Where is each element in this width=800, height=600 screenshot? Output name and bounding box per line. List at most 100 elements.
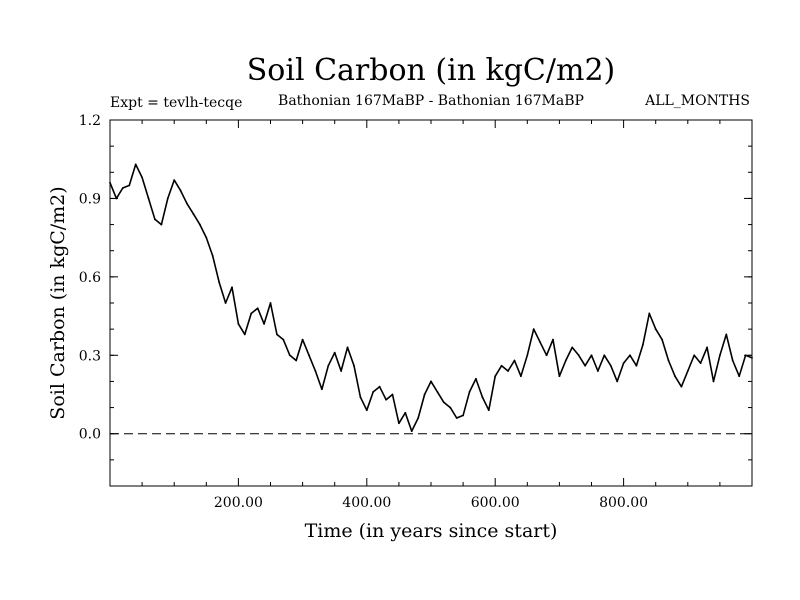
data-point	[545, 354, 548, 357]
data-point	[693, 354, 696, 357]
data-point	[481, 396, 484, 399]
data-point	[147, 197, 150, 200]
data-point	[725, 333, 728, 336]
x-tick-label: 200.00	[214, 495, 263, 511]
data-point	[738, 375, 741, 378]
period-label: Bathonian 167MaBP - Bathonian 167MaBP	[278, 93, 584, 109]
y-tick-label: 0.0	[79, 427, 101, 443]
minor-ticks	[110, 119, 752, 487]
data-point	[224, 302, 227, 304]
data-point	[423, 393, 426, 396]
y-axis-ticks: 0.0 0.3 0.6 0.9 1.2	[79, 113, 752, 443]
data-point	[333, 351, 336, 354]
data-point	[648, 312, 651, 315]
data-point	[686, 370, 689, 372]
data-point	[243, 333, 246, 336]
data-point	[436, 390, 439, 393]
data-point	[320, 388, 323, 391]
data-point	[269, 302, 272, 304]
data-point	[115, 197, 118, 200]
data-point	[539, 341, 542, 344]
data-point	[719, 354, 721, 357]
plot-frame	[109, 119, 753, 487]
data-point	[519, 375, 522, 378]
data-point	[641, 343, 644, 346]
data-point	[179, 189, 182, 192]
data-point	[564, 359, 567, 362]
data-point	[449, 406, 452, 409]
data-point	[629, 354, 631, 357]
data-point	[250, 312, 253, 315]
data-point	[577, 354, 580, 357]
data-point	[622, 362, 625, 365]
season-label: ALL_MONTHS	[644, 93, 750, 109]
data-point	[231, 286, 233, 289]
data-point	[160, 223, 163, 226]
data-point	[186, 202, 188, 205]
data-point	[667, 359, 670, 362]
data-point	[109, 181, 111, 184]
data-point	[282, 338, 285, 341]
data-point	[327, 364, 330, 367]
data-point	[674, 375, 676, 378]
data-point	[237, 323, 240, 325]
data-point	[552, 338, 554, 341]
y-axis-title: Soil Carbon (in kgC/m2)	[47, 186, 69, 419]
data-point	[134, 163, 137, 166]
data-point	[487, 409, 490, 412]
data-point	[558, 375, 561, 378]
soil-carbon-line	[109, 163, 753, 432]
data-point	[603, 354, 606, 357]
data-point	[616, 380, 619, 383]
data-point	[462, 414, 464, 417]
data-point	[218, 281, 221, 283]
data-point	[295, 359, 298, 362]
experiment-label: Expt = tevlh-tecqe	[110, 95, 242, 111]
data-point	[340, 370, 343, 372]
data-point	[301, 338, 304, 341]
data-point	[751, 357, 753, 359]
data-point	[154, 218, 156, 221]
data-point	[507, 370, 509, 372]
data-point	[706, 346, 708, 349]
data-point	[198, 223, 201, 226]
data-point	[513, 359, 516, 362]
data-point	[680, 385, 683, 388]
data-point	[410, 430, 413, 432]
x-axis-ticks: 200.00 400.00 600.00 800.00	[214, 120, 648, 511]
y-tick-label: 0.9	[79, 191, 101, 207]
data-point	[699, 362, 702, 365]
data-point	[571, 346, 574, 349]
data-point	[192, 213, 195, 216]
data-point	[205, 236, 208, 239]
data-point	[121, 187, 124, 189]
data-point	[308, 354, 310, 357]
data-point	[661, 338, 664, 341]
chart-title: Soil Carbon (in kgC/m2)	[247, 53, 615, 88]
y-tick-label: 1.2	[79, 113, 101, 129]
data-point	[391, 393, 394, 396]
data-point	[468, 390, 471, 393]
data-point	[590, 354, 593, 357]
data-point	[372, 390, 375, 393]
data-points	[109, 163, 753, 432]
data-point	[442, 401, 445, 404]
data-point	[359, 396, 362, 399]
data-point	[417, 417, 420, 419]
data-point	[404, 411, 407, 414]
data-point	[346, 346, 349, 349]
data-point	[654, 328, 657, 331]
data-point	[256, 307, 259, 310]
data-point	[141, 176, 144, 179]
x-axis-title: Time (in years since start)	[305, 520, 558, 542]
data-point	[500, 364, 503, 367]
data-point	[166, 197, 169, 200]
data-point	[398, 422, 400, 425]
data-point	[385, 398, 387, 401]
y-tick-label: 0.6	[79, 270, 101, 286]
data-point	[365, 409, 368, 412]
data-point	[276, 333, 278, 336]
x-tick-label: 600.00	[471, 495, 520, 511]
x-tick-label: 400.00	[342, 495, 391, 511]
